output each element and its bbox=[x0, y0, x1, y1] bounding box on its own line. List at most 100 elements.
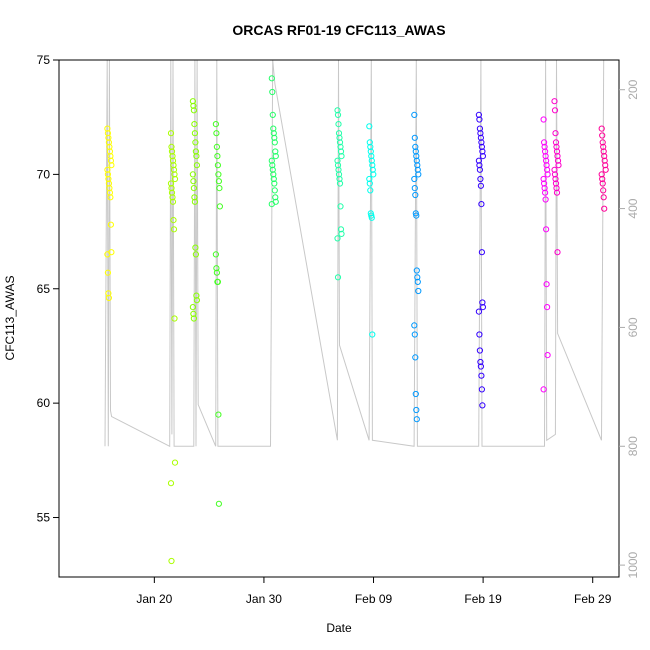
data-point bbox=[268, 75, 275, 82]
data-point bbox=[366, 139, 373, 146]
data-point bbox=[478, 386, 485, 393]
data-point bbox=[554, 249, 561, 256]
data-point bbox=[106, 189, 114, 196]
data-point bbox=[169, 157, 177, 164]
data-point bbox=[413, 416, 420, 423]
data-point bbox=[367, 187, 374, 194]
data-point bbox=[477, 358, 484, 366]
data-point bbox=[270, 175, 277, 183]
data-point bbox=[337, 143, 344, 150]
data-point bbox=[475, 157, 482, 164]
data-point bbox=[478, 143, 485, 150]
data-point bbox=[553, 189, 561, 196]
data-point bbox=[602, 162, 609, 169]
data-point bbox=[170, 166, 178, 173]
x-tick-label: Feb 19 bbox=[464, 592, 502, 606]
y-tick-label: 65 bbox=[37, 282, 51, 296]
data-point bbox=[541, 180, 548, 187]
data-point bbox=[337, 226, 345, 233]
data-point bbox=[104, 166, 111, 173]
data-point bbox=[415, 287, 422, 295]
data-point bbox=[540, 175, 547, 183]
data-point bbox=[479, 402, 486, 409]
data-point bbox=[190, 102, 197, 109]
y-tick-label: 55 bbox=[37, 511, 51, 525]
data-point bbox=[412, 354, 419, 361]
data-point bbox=[598, 171, 605, 178]
series-RF02 bbox=[167, 130, 179, 565]
data-point bbox=[216, 185, 223, 192]
data-point bbox=[413, 153, 420, 160]
data-point bbox=[477, 363, 484, 370]
data-point bbox=[170, 226, 178, 233]
data-point bbox=[170, 217, 177, 224]
data-point bbox=[216, 203, 223, 210]
data-point bbox=[479, 299, 486, 306]
data-point bbox=[552, 175, 559, 183]
data-point bbox=[336, 134, 343, 141]
data-point bbox=[542, 196, 549, 203]
data-point bbox=[475, 111, 482, 119]
data-point bbox=[215, 411, 222, 418]
data-point bbox=[476, 125, 483, 132]
data-point bbox=[479, 148, 486, 155]
data-point bbox=[411, 111, 418, 119]
data-point bbox=[366, 180, 373, 187]
data-point bbox=[335, 166, 342, 173]
series-RF06 bbox=[334, 107, 345, 281]
data-point bbox=[334, 157, 341, 164]
data-point bbox=[599, 139, 606, 146]
data-point bbox=[478, 249, 485, 256]
data-point bbox=[599, 175, 606, 183]
data-point bbox=[189, 171, 196, 178]
data-point bbox=[268, 201, 275, 208]
data-point bbox=[191, 121, 198, 128]
data-point bbox=[104, 269, 112, 276]
data-point bbox=[334, 111, 342, 119]
data-point bbox=[413, 267, 420, 274]
y-axis: 55 60 65 70 75 bbox=[37, 53, 59, 525]
data-point bbox=[191, 130, 198, 137]
series-RF09 bbox=[475, 111, 486, 409]
data-point bbox=[413, 157, 420, 164]
data-point bbox=[412, 210, 419, 217]
data-point bbox=[542, 189, 549, 196]
data-point bbox=[189, 98, 196, 105]
chart-title: ORCAS RF01-19 CFC113_AWAS bbox=[232, 22, 445, 38]
data-point bbox=[189, 304, 196, 311]
data-point bbox=[213, 265, 220, 272]
data-point bbox=[335, 121, 342, 128]
data-point bbox=[171, 175, 179, 183]
data-point bbox=[334, 162, 342, 169]
data-point bbox=[367, 143, 374, 150]
y-tick-label: 60 bbox=[37, 396, 51, 410]
data-point bbox=[171, 171, 178, 178]
data-point bbox=[551, 98, 558, 105]
data-point bbox=[412, 148, 419, 155]
data-point bbox=[106, 148, 114, 155]
pressure-track bbox=[104, 59, 605, 448]
data-point bbox=[214, 153, 221, 160]
data-point bbox=[169, 153, 176, 160]
data-point bbox=[479, 304, 486, 311]
data-point bbox=[191, 198, 198, 205]
data-point bbox=[213, 143, 220, 150]
series-RF08 bbox=[411, 111, 422, 423]
right-tick-label: 600 bbox=[626, 317, 640, 337]
data-point bbox=[335, 130, 343, 137]
right-tick-label: 1000 bbox=[626, 551, 640, 578]
data-point bbox=[215, 171, 222, 178]
data-point bbox=[478, 139, 485, 146]
data-point bbox=[368, 214, 375, 221]
data-point bbox=[543, 226, 550, 233]
data-point bbox=[554, 157, 562, 164]
data-point bbox=[271, 134, 278, 141]
data-point bbox=[476, 116, 483, 123]
data-point bbox=[105, 290, 112, 297]
data-point bbox=[367, 148, 374, 155]
data-point bbox=[553, 148, 561, 155]
data-point bbox=[599, 132, 606, 139]
data-point bbox=[544, 166, 551, 173]
data-point bbox=[105, 134, 112, 141]
data-point bbox=[552, 130, 559, 137]
